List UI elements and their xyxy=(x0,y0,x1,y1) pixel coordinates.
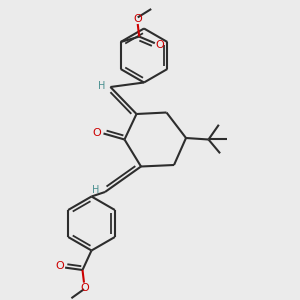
Text: O: O xyxy=(55,261,64,271)
Text: O: O xyxy=(92,128,101,138)
Text: O: O xyxy=(80,283,89,293)
Text: O: O xyxy=(134,14,142,24)
Text: O: O xyxy=(156,40,165,50)
Text: H: H xyxy=(92,184,100,195)
Text: H: H xyxy=(98,80,106,91)
